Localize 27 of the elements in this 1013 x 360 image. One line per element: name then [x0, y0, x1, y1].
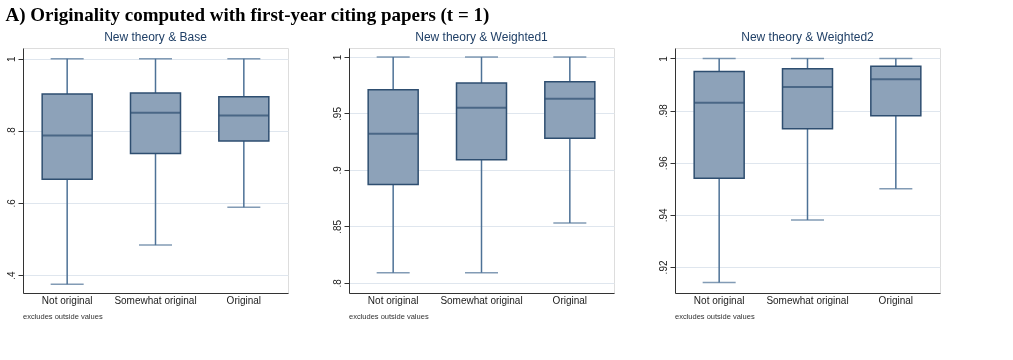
- y-tick-label: .94: [657, 207, 669, 223]
- x-tick-label: Original: [226, 294, 262, 306]
- x-tick-label: Not original: [367, 294, 419, 306]
- x-tick-label: Not original: [41, 294, 93, 306]
- y-tick-label: .4: [5, 270, 17, 280]
- y-tick-label: .8: [331, 278, 343, 288]
- x-tick-label: Original: [552, 294, 588, 306]
- x-tick-label: Not original: [693, 294, 745, 306]
- chart-title: A) Originality computed with first-year citing papers (t = 1): [5, 3, 490, 26]
- x-tick-label: Original: [878, 294, 914, 306]
- x-tick-label: Somewhat original: [440, 294, 523, 306]
- chart-subtitle: New theory & Base: [104, 30, 208, 44]
- y-tick-label: .95: [331, 106, 343, 121]
- y-tick-label: 1: [5, 56, 17, 63]
- chart-subtitle: New theory & Weighted2: [741, 30, 875, 44]
- y-tick-label: .8: [5, 126, 17, 136]
- y-tick-label: .9: [331, 165, 343, 175]
- y-tick-label: .98: [657, 103, 669, 119]
- y-tick-label: 1: [331, 54, 343, 61]
- y-tick-label: .96: [657, 155, 669, 171]
- y-tick-label: .85: [331, 219, 343, 234]
- y-tick-label: 1: [657, 55, 669, 62]
- x-tick-label: Somewhat original: [766, 294, 849, 306]
- chart-subtitle: New theory & Weighted1: [415, 30, 549, 44]
- x-tick-label: Somewhat original: [114, 294, 197, 306]
- y-tick-label: .92: [657, 260, 669, 275]
- y-tick-label: .6: [5, 198, 17, 208]
